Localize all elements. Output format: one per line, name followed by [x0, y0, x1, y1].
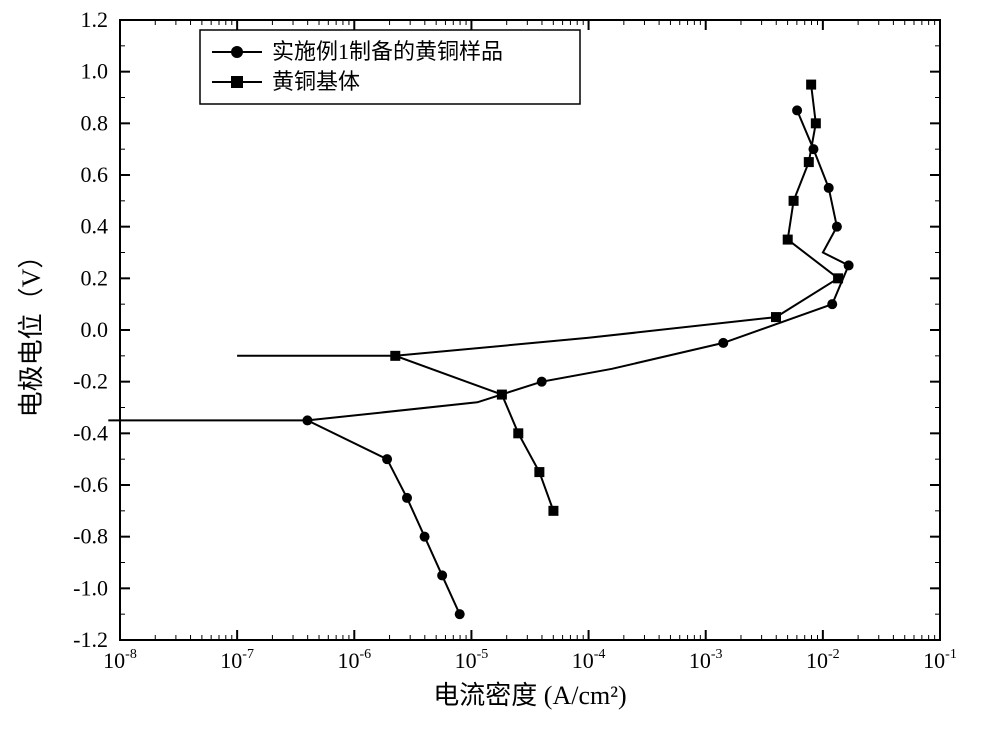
legend-item-label: 黄铜基体 — [272, 69, 360, 94]
marker-square — [806, 80, 816, 90]
svg-text:10-5: 10-5 — [455, 647, 489, 673]
x-tick-label: 10-7 — [220, 647, 254, 673]
svg-text:10-6: 10-6 — [337, 647, 371, 673]
marker-circle — [382, 454, 392, 464]
x-tick-label: 10-1 — [923, 647, 957, 673]
marker-circle — [455, 609, 465, 619]
x-axis-label: 电流密度 (A/cm²) — [433, 681, 626, 710]
marker-circle — [792, 105, 802, 115]
x-tick-label: 10-4 — [572, 647, 606, 673]
x-tick-label: 10-5 — [455, 647, 489, 673]
y-tick-label: 1.2 — [81, 7, 109, 32]
marker-circle — [832, 222, 842, 232]
x-tick-label: 10-6 — [337, 647, 371, 673]
x-tick-label: 10-8 — [103, 647, 137, 673]
marker-circle — [402, 493, 412, 503]
y-tick-label: 1.0 — [81, 59, 109, 84]
marker-square — [833, 273, 843, 283]
marker-square — [804, 157, 814, 167]
marker-square — [789, 196, 799, 206]
y-tick-label: -1.2 — [73, 627, 108, 652]
marker-circle — [302, 415, 312, 425]
y-tick-label: 0.6 — [81, 162, 109, 187]
y-tick-label: -0.8 — [73, 524, 108, 549]
marker-square — [513, 428, 523, 438]
marker-square — [390, 351, 400, 361]
svg-text:10-8: 10-8 — [103, 647, 137, 673]
y-tick-label: -0.2 — [73, 369, 108, 394]
svg-text:10-4: 10-4 — [572, 647, 606, 673]
y-tick-label: 0.4 — [81, 214, 109, 239]
legend: 实施例1制备的黄铜样品黄铜基体 — [200, 30, 580, 104]
y-tick-label: 0.8 — [81, 110, 109, 135]
marker-square — [548, 506, 558, 516]
plot-frame — [120, 20, 940, 640]
x-tick-label: 10-3 — [689, 647, 723, 673]
y-tick-label: -0.6 — [73, 472, 108, 497]
svg-text:10-1: 10-1 — [923, 647, 957, 673]
marker-circle — [827, 299, 837, 309]
marker-square — [811, 118, 821, 128]
svg-text:10-2: 10-2 — [806, 647, 840, 673]
svg-text:10-7: 10-7 — [220, 647, 254, 673]
figure-container: 10-8 10-7 10-6 10-5 10-4 10-3 10-2 10-1 -1.2 -1.0… — [0, 0, 1000, 744]
marker-circle — [537, 377, 547, 387]
marker-square — [783, 235, 793, 245]
y-tick-label: 0.2 — [81, 265, 109, 290]
marker-circle — [420, 532, 430, 542]
marker-square — [497, 390, 507, 400]
x-tick-label: 10-2 — [806, 647, 840, 673]
y-tick-label: -1.0 — [73, 575, 108, 600]
marker-square — [771, 312, 781, 322]
chart-svg: 10-8 10-7 10-6 10-5 10-4 10-3 10-2 10-1 -1.2 -1.0… — [0, 0, 1000, 744]
marker-circle-legend — [231, 46, 243, 58]
legend-item-label: 实施例1制备的黄铜样品 — [272, 39, 503, 64]
y-axis-label: 电极电位（V） — [17, 243, 46, 418]
marker-square-legend — [231, 76, 243, 88]
y-tick-label: -0.4 — [73, 420, 108, 445]
marker-circle — [824, 183, 834, 193]
marker-circle — [437, 570, 447, 580]
y-tick-label: 0.0 — [81, 317, 109, 342]
marker-square — [534, 467, 544, 477]
marker-circle — [718, 338, 728, 348]
marker-circle — [844, 260, 854, 270]
svg-text:10-3: 10-3 — [689, 647, 723, 673]
